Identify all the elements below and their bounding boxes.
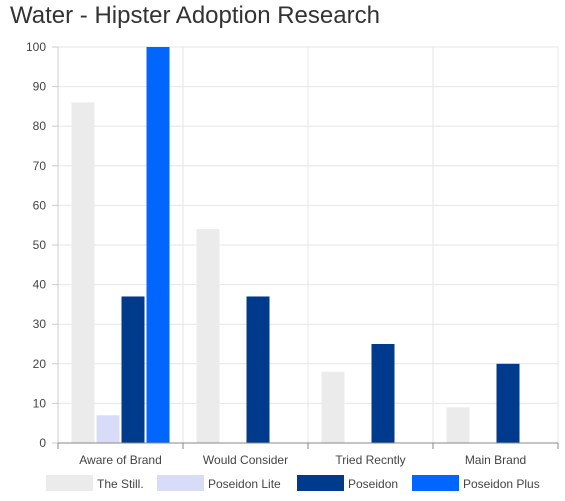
y-tick-label: 40 bbox=[33, 278, 47, 292]
axes: 0 10 20 30 40 50 60 70 80 90 100 Aware of Brand Woul… bbox=[26, 40, 559, 467]
legend-swatch bbox=[412, 475, 459, 491]
legend-label: The Still. bbox=[97, 477, 144, 491]
y-tick-label: 30 bbox=[33, 317, 47, 331]
y-tick-label: 10 bbox=[33, 396, 47, 410]
y-tick-label: 100 bbox=[26, 40, 46, 54]
bar bbox=[146, 47, 170, 443]
y-tick-label: 90 bbox=[33, 80, 47, 94]
y-tick-label: 60 bbox=[33, 198, 47, 212]
bar bbox=[321, 371, 345, 443]
bar bbox=[71, 102, 95, 443]
legend: The Still. Poseidon Lite Poseidon Poseidon … bbox=[46, 475, 540, 491]
bar bbox=[196, 229, 220, 443]
bar bbox=[246, 296, 270, 443]
bars bbox=[71, 47, 520, 443]
legend-swatch bbox=[157, 475, 204, 491]
x-tick-label: Would Consider bbox=[203, 453, 288, 467]
y-tick-label: 70 bbox=[33, 159, 47, 173]
x-tick-label: Tried Recntly bbox=[335, 453, 405, 467]
legend-swatch bbox=[297, 475, 344, 491]
legend-swatch bbox=[46, 475, 93, 491]
chart-title: Water - Hipster Adoption Research bbox=[10, 2, 380, 29]
legend-label: Poseidon Plus bbox=[463, 477, 540, 491]
y-tick-label: 0 bbox=[39, 436, 46, 450]
bar bbox=[446, 407, 470, 443]
y-tick-label: 20 bbox=[33, 357, 47, 371]
y-tick-label: 50 bbox=[33, 238, 47, 252]
bar bbox=[121, 296, 145, 443]
x-tick-label: Aware of Brand bbox=[79, 453, 162, 467]
y-tick-label: 80 bbox=[33, 119, 47, 133]
legend-label: Poseidon Lite bbox=[208, 477, 281, 491]
bar bbox=[96, 415, 120, 443]
bar bbox=[496, 363, 520, 443]
bar bbox=[371, 344, 395, 443]
legend-label: Poseidon bbox=[348, 477, 398, 491]
x-tick-label: Main Brand bbox=[465, 453, 526, 467]
